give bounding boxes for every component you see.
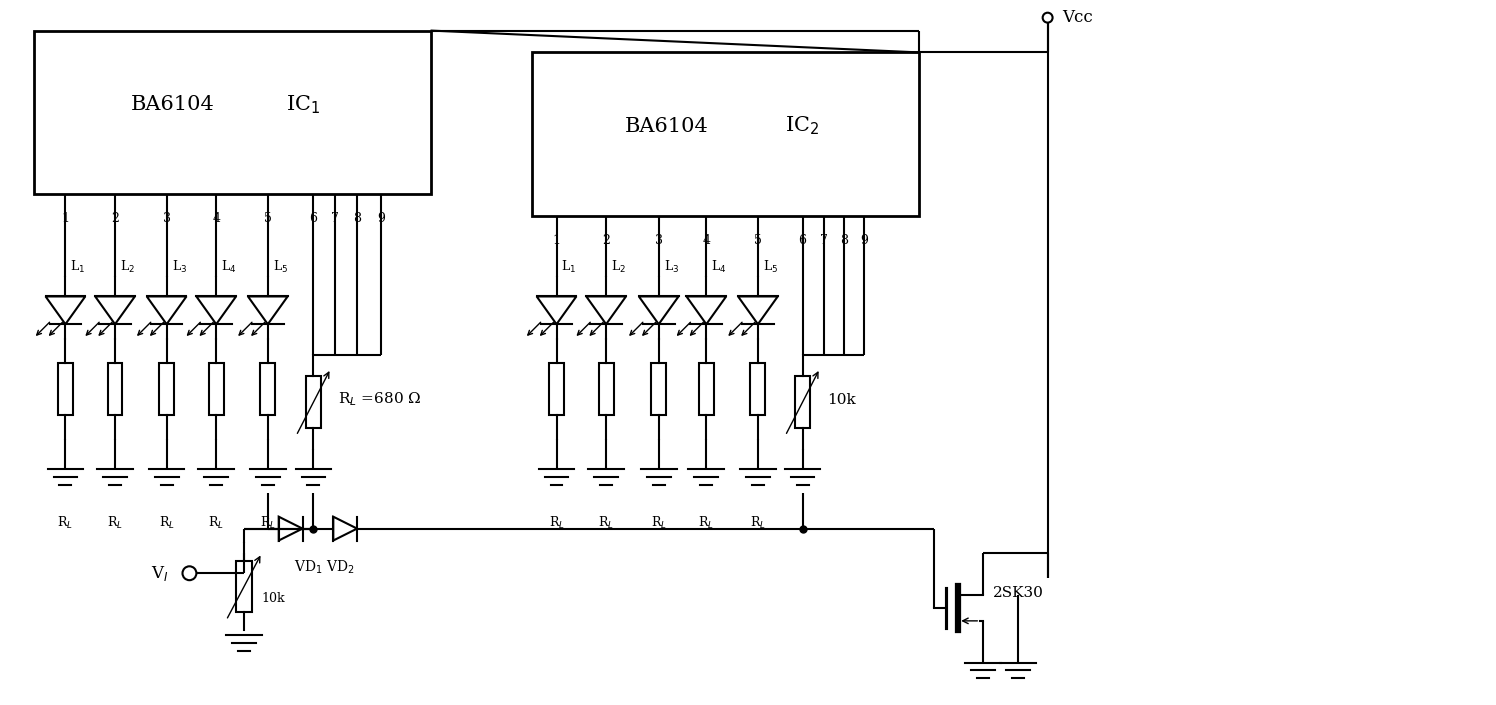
Text: R$_L$: R$_L$ [651,515,667,531]
Text: R$_L$: R$_L$ [699,515,714,531]
Text: 10k: 10k [262,591,286,605]
Text: 7: 7 [820,234,829,247]
Text: L$_2$: L$_2$ [610,259,627,275]
Text: 1: 1 [61,212,69,225]
Text: Vcc: Vcc [1062,9,1094,26]
Text: L$_4$: L$_4$ [711,259,727,275]
Bar [651,363,666,415]
Text: VD$_1$ VD$_2$: VD$_1$ VD$_2$ [293,558,355,576]
Text: R$_L$: R$_L$ [260,515,275,531]
Text: BA6104: BA6104 [625,116,709,135]
Text: R$_L$ =680 Ω: R$_L$ =680 Ω [338,391,422,408]
Bar [598,363,613,415]
Text: L$_2$: L$_2$ [120,259,135,275]
Text: BA6104: BA6104 [130,94,214,114]
Text: 5: 5 [263,212,272,225]
Text: 7: 7 [331,212,340,225]
Bar [549,363,564,415]
Text: 5: 5 [754,234,761,247]
Text: 9: 9 [377,212,384,225]
Text: R$_L$: R$_L$ [549,515,564,531]
Text: L$_4$: L$_4$ [221,259,236,275]
Text: 3: 3 [163,212,171,225]
Text: R$_L$: R$_L$ [159,515,175,531]
Text: R$_L$: R$_L$ [57,515,73,531]
Bar [260,363,275,415]
Text: V$_I$: V$_I$ [151,564,169,583]
Text: R$_L$: R$_L$ [749,515,766,531]
Bar [108,363,123,415]
Text: L$_3$: L$_3$ [664,259,679,275]
Text: L$_1$: L$_1$ [70,259,85,275]
Text: L$_5$: L$_5$ [272,259,289,275]
Bar [699,363,714,415]
Text: 2: 2 [111,212,120,225]
Text: 4: 4 [702,234,711,247]
Bar [159,363,174,415]
Text: 2: 2 [603,234,610,247]
Text: 10k: 10k [827,393,856,407]
Text: L$_5$: L$_5$ [763,259,778,275]
Text: 1: 1 [552,234,561,247]
Text: R$_L$: R$_L$ [108,515,123,531]
Bar [34,30,431,195]
Text: 2SK30: 2SK30 [993,586,1044,600]
Text: 6: 6 [799,234,806,247]
Text: R$_L$: R$_L$ [598,515,613,531]
Text: IC$_2$: IC$_2$ [785,115,820,137]
Bar [58,363,73,415]
Bar [307,376,322,428]
Text: L$_1$: L$_1$ [561,259,576,275]
Bar [531,52,919,216]
Text: 6: 6 [310,212,317,225]
Text: 4: 4 [212,212,220,225]
Text: 8: 8 [841,234,848,247]
Text: R$_L$: R$_L$ [208,515,224,531]
Bar [236,561,251,613]
Text: IC$_1$: IC$_1$ [286,93,320,116]
Text: 9: 9 [860,234,868,247]
Text: L$_3$: L$_3$ [172,259,187,275]
Text: 3: 3 [655,234,663,247]
Text: 8: 8 [353,212,361,225]
Bar [209,363,224,415]
Bar [751,363,766,415]
Bar [796,376,809,428]
